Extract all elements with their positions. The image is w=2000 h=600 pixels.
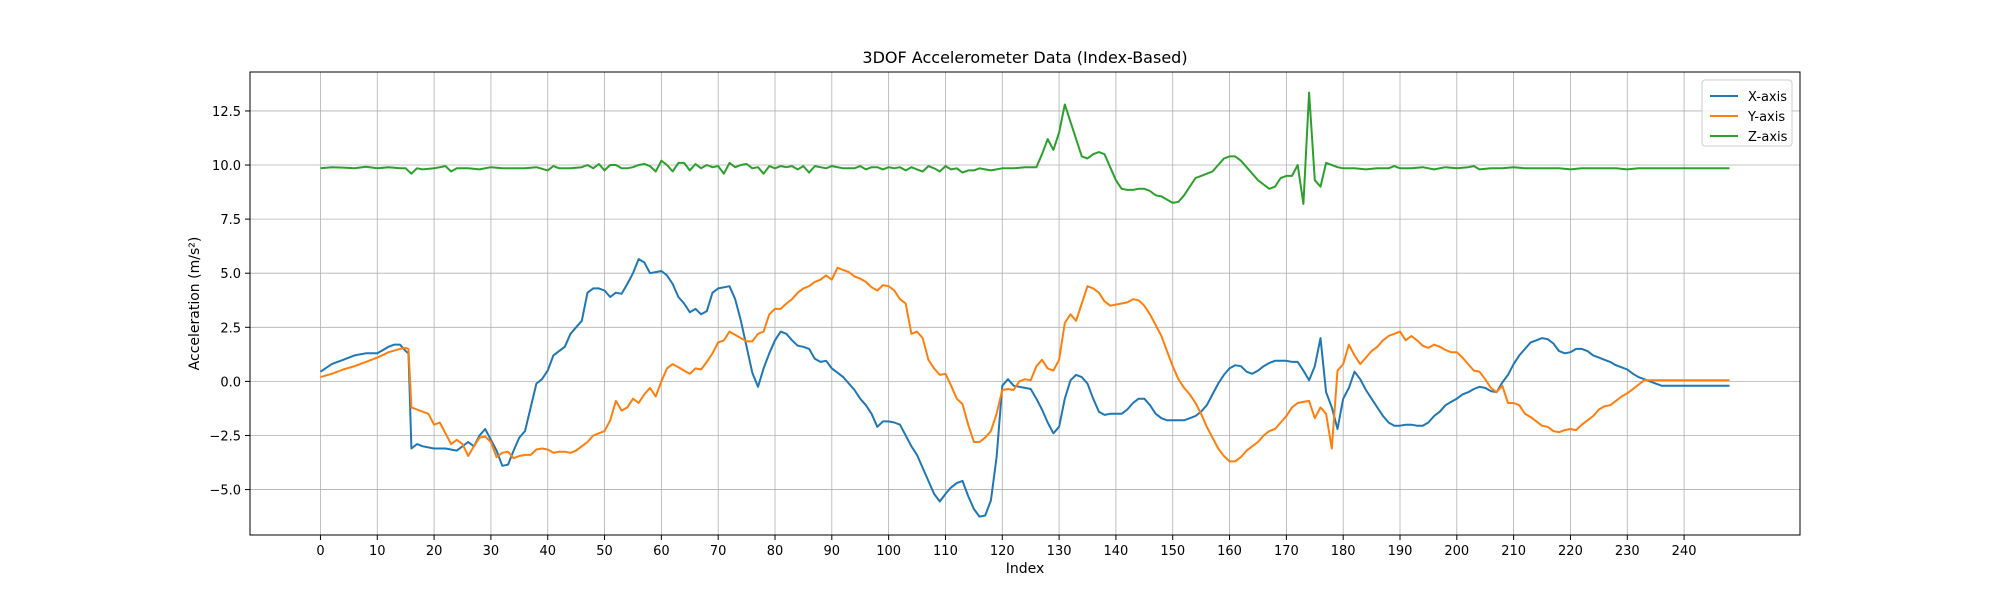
y-tick-label: 0.0 xyxy=(220,375,241,390)
x-tick-label: 210 xyxy=(1501,544,1526,559)
series-line-y-axis xyxy=(320,266,1730,463)
legend-label-z-axis: Z-axis xyxy=(1748,130,1788,145)
legend-label-x-axis: X-axis xyxy=(1748,90,1787,105)
x-tick-label: 110 xyxy=(933,544,958,559)
x-tick-label: 200 xyxy=(1444,544,1469,559)
series-line-z-axis xyxy=(320,91,1730,205)
y-tick-label: 5.0 xyxy=(220,267,241,282)
x-tick-label: 40 xyxy=(539,544,556,559)
x-tick-label: 240 xyxy=(1672,544,1697,559)
x-tick-label: 70 xyxy=(710,544,727,559)
x-tick-label: 230 xyxy=(1615,544,1640,559)
y-tick-label: 2.5 xyxy=(220,321,241,336)
x-tick-label: 60 xyxy=(653,544,670,559)
x-tick-label: 80 xyxy=(767,544,784,559)
legend-label-y-axis: Y-axis xyxy=(1747,110,1785,125)
plot-frame xyxy=(249,71,1801,536)
x-tick-label: 190 xyxy=(1388,544,1413,559)
x-tick-label: 220 xyxy=(1558,544,1583,559)
x-tick-label: 150 xyxy=(1160,544,1185,559)
y-tick-label: −5.0 xyxy=(209,484,241,499)
x-tick-label: 130 xyxy=(1047,544,1072,559)
x-tick-label: 10 xyxy=(369,544,386,559)
legend: X-axis Y-axis Z-axis xyxy=(1701,79,1793,147)
x-tick-label: 50 xyxy=(596,544,613,559)
x-tick-label: 170 xyxy=(1274,544,1299,559)
chart-title: 3DOF Accelerometer Data (Index-Based) xyxy=(862,48,1187,67)
x-tick-label: 30 xyxy=(483,544,500,559)
x-tick-label: 90 xyxy=(824,544,841,559)
series-line-x-axis xyxy=(319,258,1730,518)
x-tick-label: 120 xyxy=(990,544,1015,559)
y-axis-ticks: −5.0 −2.5 0.0 2.5 5.0 7.5 10.0 12.5 xyxy=(209,105,250,499)
y-tick-label: 12.5 xyxy=(212,105,241,120)
x-tick-label: 100 xyxy=(876,544,901,559)
series-lines xyxy=(319,91,1730,518)
x-tick-label: 0 xyxy=(316,544,324,559)
y-tick-label: 7.5 xyxy=(220,213,241,228)
x-axis-ticks: 0 10 20 30 40 50 60 70 80 90 100 110 120 130 140 150 160… xyxy=(316,535,1697,559)
x-tick-label: 20 xyxy=(426,544,443,559)
y-axis-label: Acceleration (m/s²) xyxy=(187,237,203,371)
x-tick-label: 140 xyxy=(1103,544,1128,559)
grid-lines xyxy=(250,72,1800,535)
x-axis-label: Index xyxy=(1006,561,1045,577)
x-tick-label: 160 xyxy=(1217,544,1242,559)
x-tick-label: 180 xyxy=(1331,544,1356,559)
y-tick-label: 10.0 xyxy=(212,159,241,174)
y-tick-label: −2.5 xyxy=(209,429,241,444)
